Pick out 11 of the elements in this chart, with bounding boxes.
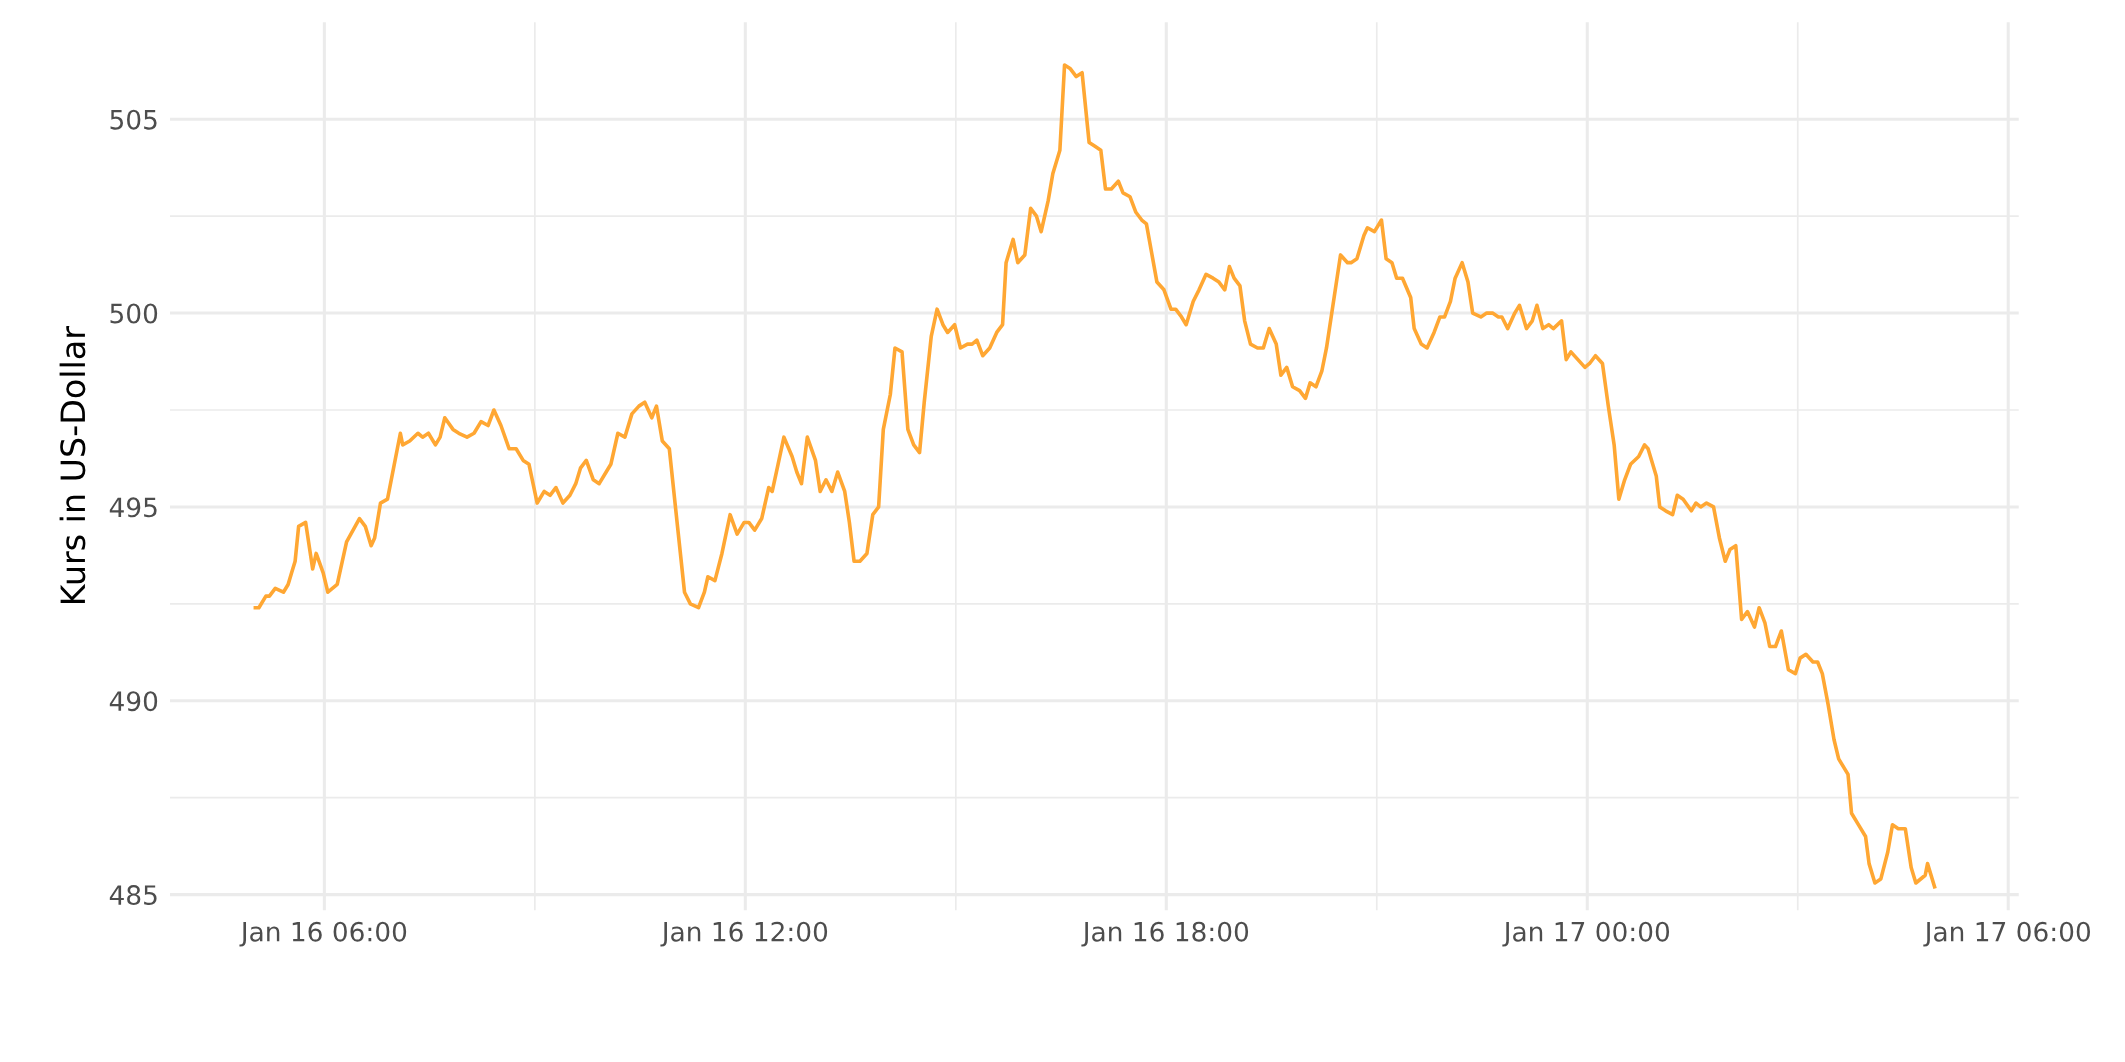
- x-tick-label: Jan 16 06:00: [239, 921, 407, 947]
- y-tick-label: 490: [109, 691, 158, 712]
- x-tick-label: Jan 16 18:00: [1081, 921, 1249, 947]
- x-tick-label: Jan 17 00:00: [1502, 921, 1670, 947]
- x-tick-label: Jan 17 06:00: [1923, 921, 2091, 947]
- y-tick-label: 495: [109, 497, 157, 518]
- x-tick-label: Jan 16 12:00: [660, 921, 828, 947]
- y-axis-title: Kurs in US-Dollar: [59, 326, 86, 604]
- y-tick-label: 505: [110, 109, 157, 130]
- y-tick-label: 485: [109, 885, 157, 906]
- y-tick-label: 500: [110, 303, 158, 324]
